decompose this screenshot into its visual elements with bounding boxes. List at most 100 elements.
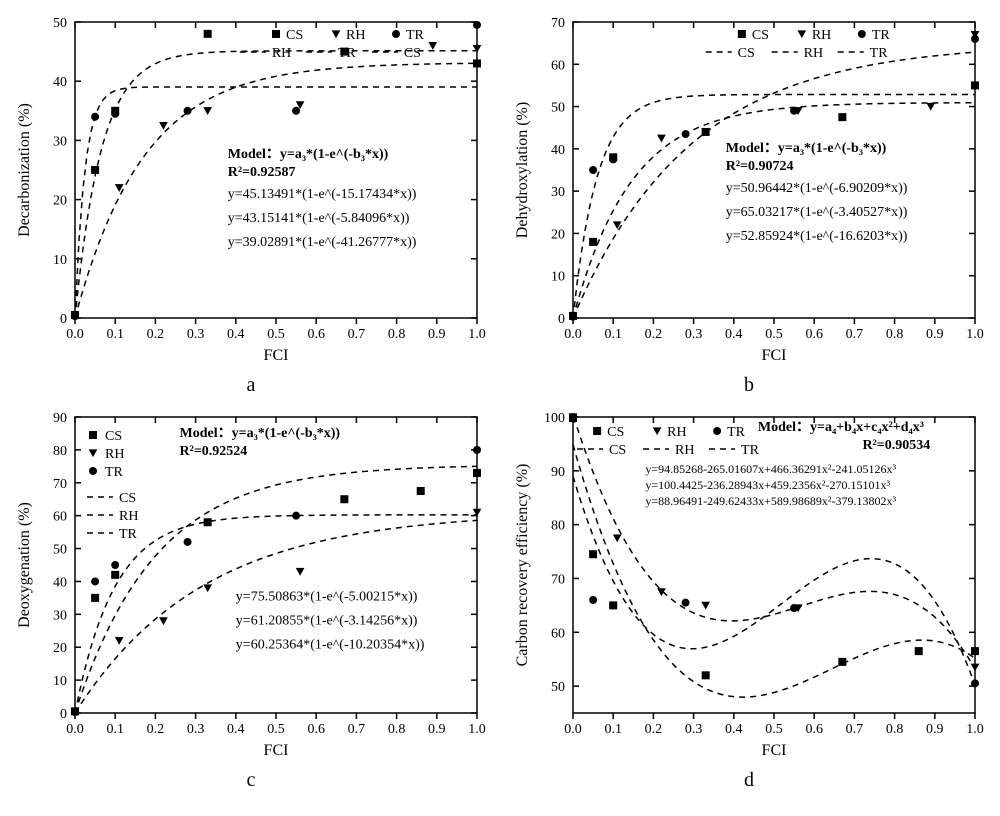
chart-d: 0.00.10.20.30.40.50.60.70.80.91.05060708…: [509, 405, 989, 765]
svg-text:60: 60: [53, 510, 67, 525]
svg-text:1.0: 1.0: [468, 722, 486, 737]
svg-text:50: 50: [551, 680, 565, 695]
svg-text:0.6: 0.6: [307, 327, 325, 342]
svg-text:0: 0: [60, 707, 67, 722]
svg-text:TR: TR: [105, 465, 124, 480]
svg-text:CS: CS: [286, 28, 303, 43]
svg-text:70: 70: [551, 16, 565, 31]
svg-text:0.0: 0.0: [564, 722, 582, 737]
svg-text:Deoxygenation (%): Deoxygenation (%): [16, 502, 33, 628]
svg-text:0.5: 0.5: [765, 327, 783, 342]
svg-text:TR: TR: [741, 443, 760, 458]
svg-text:0.9: 0.9: [926, 722, 944, 737]
svg-text:FCI: FCI: [264, 742, 289, 759]
svg-text:y=39.02891*(1-e^(-41.26777*x)): y=39.02891*(1-e^(-41.26777*x)): [228, 235, 417, 250]
svg-text:CS: CS: [738, 46, 755, 61]
svg-text:40: 40: [551, 143, 565, 158]
svg-text:Model：y=a₄+b₄x+c₄x²+d₄x³: Model：y=a₄+b₄x+c₄x²+d₄x³: [758, 420, 924, 435]
svg-text:RH: RH: [346, 28, 365, 43]
svg-text:TR: TR: [119, 527, 138, 542]
svg-text:60: 60: [551, 626, 565, 641]
svg-text:R²=0.92524: R²=0.92524: [180, 444, 248, 459]
svg-text:TR: TR: [338, 46, 357, 61]
svg-text:Carbon recovery efficiency (%): Carbon recovery efficiency (%): [514, 464, 531, 667]
svg-text:y=75.50863*(1-e^(-5.00215*x)): y=75.50863*(1-e^(-5.00215*x)): [236, 590, 418, 605]
svg-text:0.2: 0.2: [645, 327, 663, 342]
svg-text:y=88.96491-249.62433x+589.9868: y=88.96491-249.62433x+589.98689x²-379.13…: [645, 494, 896, 508]
svg-text:0.3: 0.3: [685, 327, 703, 342]
svg-text:0.3: 0.3: [685, 722, 703, 737]
svg-text:0: 0: [60, 312, 67, 327]
svg-text:0.0: 0.0: [564, 327, 582, 342]
svg-text:100: 100: [544, 411, 565, 426]
svg-text:TR: TR: [870, 46, 889, 61]
svg-text:0.2: 0.2: [645, 722, 663, 737]
panel-label-c: c: [247, 769, 256, 792]
svg-text:0.8: 0.8: [388, 722, 406, 737]
svg-text:40: 40: [53, 75, 67, 90]
svg-text:40: 40: [53, 575, 67, 590]
svg-text:0.4: 0.4: [725, 327, 743, 342]
svg-text:0.6: 0.6: [307, 722, 325, 737]
svg-text:0.0: 0.0: [66, 722, 84, 737]
svg-text:0.4: 0.4: [227, 327, 245, 342]
svg-text:1.0: 1.0: [966, 722, 984, 737]
svg-text:CS: CS: [609, 443, 626, 458]
svg-text:0.5: 0.5: [765, 722, 783, 737]
svg-text:0.8: 0.8: [886, 722, 904, 737]
svg-text:RH: RH: [667, 425, 686, 440]
svg-text:FCI: FCI: [762, 742, 787, 759]
svg-text:0.7: 0.7: [846, 327, 864, 342]
svg-text:10: 10: [551, 270, 565, 285]
svg-text:0.9: 0.9: [428, 722, 446, 737]
svg-text:0.9: 0.9: [926, 327, 944, 342]
svg-text:CS: CS: [119, 491, 136, 506]
panel-label-d: d: [744, 769, 754, 792]
chart-c: 0.00.10.20.30.40.50.60.70.80.91.00102030…: [11, 405, 491, 765]
svg-text:RH: RH: [812, 28, 831, 43]
svg-text:y=52.85924*(1-e^(-16.6203*x)): y=52.85924*(1-e^(-16.6203*x)): [726, 229, 908, 244]
svg-text:0.9: 0.9: [428, 327, 446, 342]
svg-text:0.3: 0.3: [187, 722, 205, 737]
svg-text:RH: RH: [804, 46, 823, 61]
panel-label-b: b: [744, 374, 754, 397]
svg-text:0.1: 0.1: [106, 327, 124, 342]
svg-text:10: 10: [53, 253, 67, 268]
svg-text:0: 0: [558, 312, 565, 327]
svg-text:CS: CS: [105, 429, 122, 444]
panel-d: 0.00.10.20.30.40.50.60.70.80.91.05060708…: [508, 405, 990, 792]
svg-text:FCI: FCI: [762, 347, 787, 364]
svg-text:0.3: 0.3: [187, 327, 205, 342]
svg-text:1.0: 1.0: [966, 327, 984, 342]
svg-text:y=65.03217*(1-e^(-3.40527*x)): y=65.03217*(1-e^(-3.40527*x)): [726, 205, 908, 220]
panel-c: 0.00.10.20.30.40.50.60.70.80.91.00102030…: [10, 405, 492, 792]
svg-text:y=43.15141*(1-e^(-5.84096*x)): y=43.15141*(1-e^(-5.84096*x)): [228, 211, 410, 226]
svg-text:70: 70: [551, 572, 565, 587]
svg-text:1.0: 1.0: [468, 327, 486, 342]
svg-text:y=100.4425-236.28943x+459.2356: y=100.4425-236.28943x+459.2356x²-270.151…: [645, 478, 890, 492]
svg-text:RH: RH: [105, 447, 124, 462]
svg-text:0.2: 0.2: [147, 722, 165, 737]
svg-text:30: 30: [551, 185, 565, 200]
svg-text:R²=0.90724: R²=0.90724: [726, 159, 794, 174]
svg-text:10: 10: [53, 674, 67, 689]
svg-text:Model：y=a₃*(1-e^(-b₃*x)): Model：y=a₃*(1-e^(-b₃*x)): [726, 141, 887, 156]
svg-text:RH: RH: [119, 509, 138, 524]
svg-text:60: 60: [551, 58, 565, 73]
chart-a: 0.00.10.20.30.40.50.60.70.80.91.00102030…: [11, 10, 491, 370]
svg-text:0.4: 0.4: [725, 722, 743, 737]
svg-text:y=94.85268-265.01607x+466.3629: y=94.85268-265.01607x+466.36291x²-241.05…: [645, 462, 896, 476]
svg-text:80: 80: [551, 519, 565, 534]
svg-text:Decarbonization (%): Decarbonization (%): [16, 103, 33, 237]
svg-text:0.4: 0.4: [227, 722, 245, 737]
svg-text:20: 20: [53, 194, 67, 209]
svg-text:y=45.13491*(1-e^(-15.17434*x)): y=45.13491*(1-e^(-15.17434*x)): [228, 187, 417, 202]
svg-text:TR: TR: [727, 425, 746, 440]
svg-text:0.8: 0.8: [388, 327, 406, 342]
svg-text:0.0: 0.0: [66, 327, 84, 342]
svg-text:y=60.25364*(1-e^(-10.20354*x)): y=60.25364*(1-e^(-10.20354*x)): [236, 638, 425, 653]
svg-text:0.1: 0.1: [604, 722, 622, 737]
svg-text:Model：y=a₃*(1-e^(-b₃*x)): Model：y=a₃*(1-e^(-b₃*x)): [228, 147, 389, 162]
svg-text:0.2: 0.2: [147, 327, 165, 342]
svg-text:Dehydroxylation (%): Dehydroxylation (%): [514, 102, 531, 238]
